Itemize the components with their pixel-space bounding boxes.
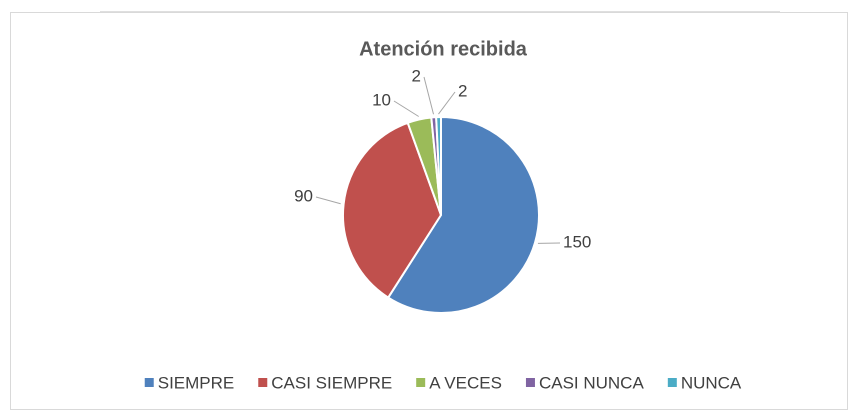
pie-slice xyxy=(342,121,443,299)
legend-swatch xyxy=(416,378,426,387)
legend-swatch xyxy=(667,378,677,387)
legend-swatch xyxy=(144,378,154,387)
chart-border xyxy=(10,12,848,410)
chart-title: Atención recibida xyxy=(359,38,528,60)
leader-line xyxy=(393,100,419,117)
legend-label: NUNCA xyxy=(681,373,742,392)
data-label: 150 xyxy=(563,232,591,251)
legend-swatch xyxy=(258,378,268,387)
data-label: 2 xyxy=(412,66,421,85)
data-label: 90 xyxy=(294,186,313,205)
legend-label: CASI SIEMPRE xyxy=(271,373,392,392)
leader-line xyxy=(423,76,434,115)
legend-label: A VECES xyxy=(429,373,502,392)
legend-swatch xyxy=(525,378,535,387)
legend-label: SIEMPRE xyxy=(158,373,235,392)
data-label: 2 xyxy=(458,81,467,100)
data-label: 10 xyxy=(372,90,391,109)
leader-line xyxy=(438,91,456,115)
legend-label: CASI NUNCA xyxy=(539,373,645,392)
pie-slice xyxy=(386,115,540,314)
pie-slice xyxy=(435,115,442,216)
leader-line xyxy=(315,196,341,205)
